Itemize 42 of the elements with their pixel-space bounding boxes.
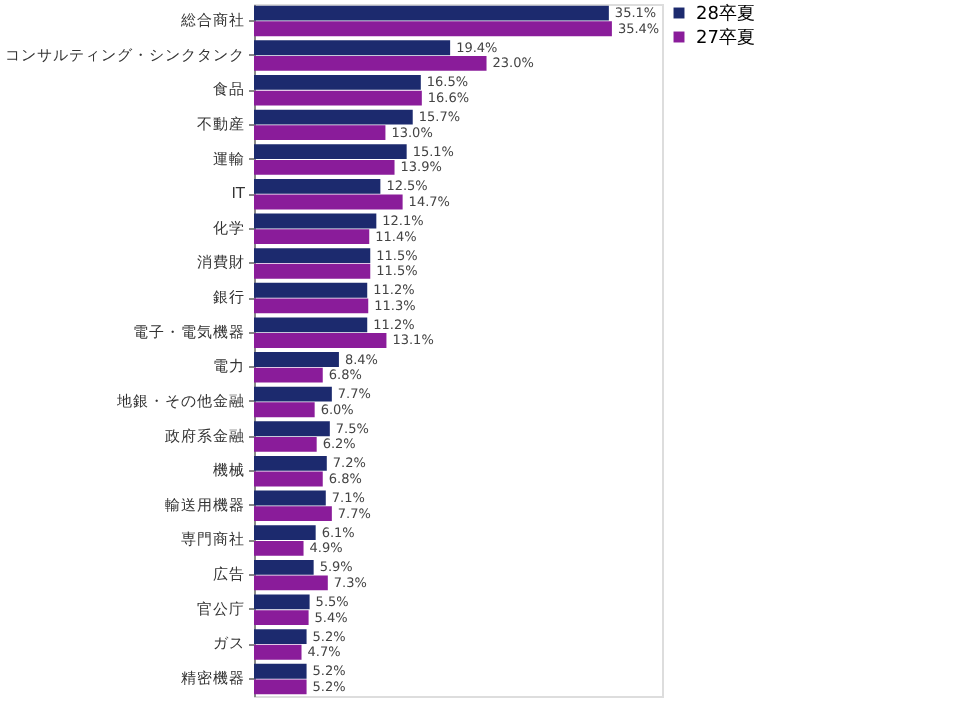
bar <box>254 559 314 575</box>
bar <box>254 90 422 106</box>
legend-label: 28卒夏 <box>696 3 755 25</box>
bar <box>254 159 395 175</box>
bar <box>254 506 332 522</box>
bar <box>254 21 612 37</box>
bar <box>254 213 377 229</box>
bar <box>254 455 327 471</box>
bar <box>254 248 371 264</box>
bar <box>254 109 413 125</box>
bar <box>254 333 387 348</box>
bar <box>254 663 307 679</box>
bar <box>254 679 307 695</box>
bar <box>254 40 451 56</box>
bar <box>254 298 369 314</box>
bar <box>254 367 323 383</box>
bar <box>254 144 407 160</box>
bar <box>254 352 339 367</box>
bar <box>254 386 332 402</box>
legend-label: 27卒夏 <box>696 27 755 49</box>
bar <box>254 525 316 541</box>
bar <box>254 575 328 591</box>
bar <box>254 317 368 333</box>
bar <box>254 5 609 21</box>
bar <box>254 629 307 644</box>
bar <box>254 436 317 452</box>
bar <box>254 125 386 141</box>
bar <box>254 194 403 210</box>
bar <box>254 490 326 506</box>
bar <box>254 56 487 71</box>
bar <box>254 75 421 90</box>
bar <box>254 610 309 625</box>
bar <box>254 282 368 298</box>
bar <box>254 178 381 194</box>
bar <box>254 402 315 418</box>
bar <box>254 594 310 610</box>
bar <box>254 263 371 279</box>
bar <box>254 540 304 556</box>
bar <box>254 229 370 245</box>
bar <box>254 644 302 660</box>
bar <box>254 471 323 487</box>
bar <box>254 421 330 437</box>
